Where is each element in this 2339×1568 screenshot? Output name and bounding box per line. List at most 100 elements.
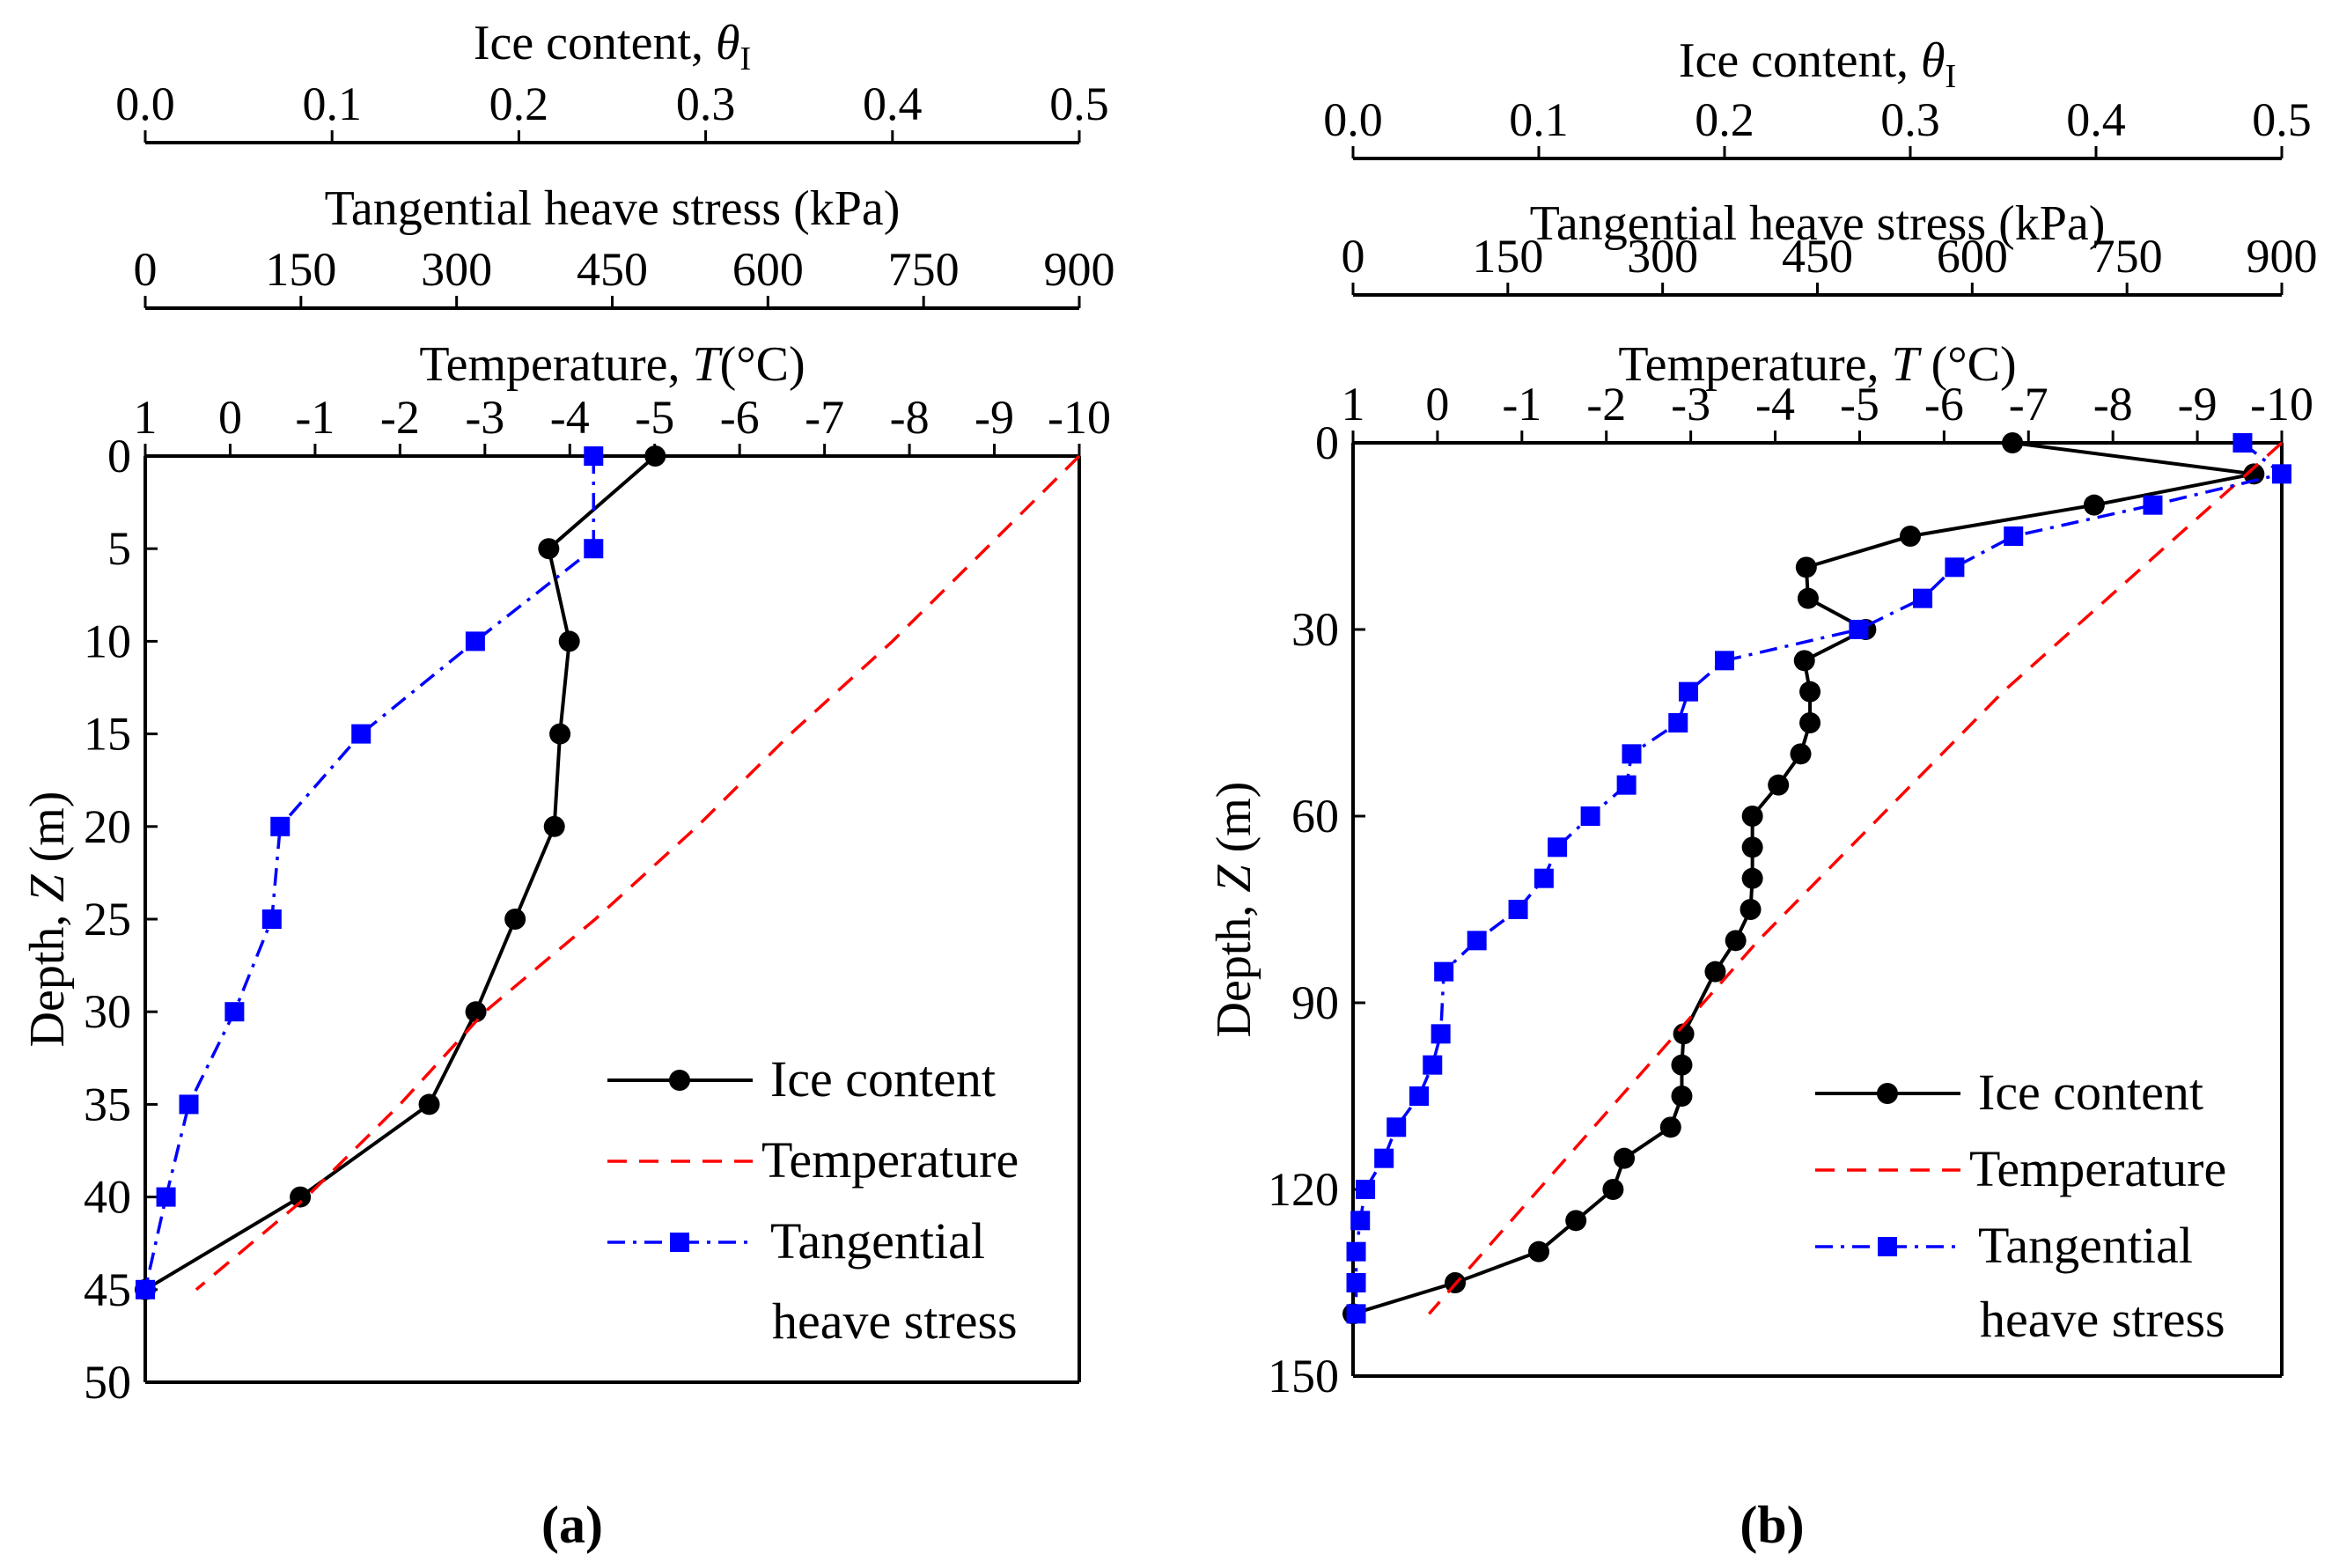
ice-content-point xyxy=(504,909,526,930)
ice-content-point xyxy=(1768,774,1790,796)
ice-content-point xyxy=(549,723,571,745)
ice-title-prefix: Ice content, xyxy=(1679,33,1921,88)
stress-point xyxy=(1849,620,1869,639)
stress-point xyxy=(136,1279,155,1299)
ice-content-point xyxy=(1900,526,1921,547)
stress-point xyxy=(1622,744,1642,764)
stress-axis-tick-label: 600 xyxy=(1937,230,2008,283)
ice-content-point xyxy=(543,815,565,837)
legend-temp-label: Temperature xyxy=(761,1131,1019,1189)
ice-content-point xyxy=(1528,1240,1549,1262)
temperature-axis-tick-label: -6 xyxy=(1924,378,1964,431)
stress-axis-tick-label: 0 xyxy=(1342,230,1365,283)
depth-tick-label: 90 xyxy=(1291,976,1339,1029)
temperature-axis-tick-label: 0 xyxy=(218,391,242,444)
stress-point xyxy=(1434,961,1454,982)
ice-content-point xyxy=(1741,867,1763,889)
depth-tick-label: 0 xyxy=(107,430,131,482)
depth-title-symbol: Z xyxy=(1207,865,1261,893)
depth-title-prefix: Depth, xyxy=(20,902,75,1048)
ice-series-line xyxy=(1352,441,2254,1316)
stress-point xyxy=(224,1002,245,1022)
ice-title-subscript: I xyxy=(740,40,752,77)
temperature-axis-tick-label: -10 xyxy=(2250,378,2313,431)
stress-axis-tick-label: 150 xyxy=(265,243,336,296)
temperature-axis-tick-label: -8 xyxy=(2093,378,2133,431)
depth-title-prefix: Depth, xyxy=(1207,893,1261,1038)
stress-point xyxy=(1508,900,1528,919)
ice-content-point xyxy=(1799,681,1821,703)
ice-content-axis-tick-label: 0.5 xyxy=(2252,93,2312,146)
stress-point xyxy=(1374,1148,1394,1168)
ice-content-axis-tick-label: 0.1 xyxy=(1509,93,1569,146)
depth-tick-label: 25 xyxy=(84,893,131,946)
ice-content-title: Ice content, θI xyxy=(474,16,751,77)
temp-title-symbol: T xyxy=(692,337,723,392)
temperature-title: Temperature, T(°C) xyxy=(419,337,805,392)
ice-content-point xyxy=(1614,1147,1636,1169)
depth-tick-label: 40 xyxy=(84,1171,131,1224)
depth-title-symbol: Z xyxy=(20,874,75,902)
stress-point xyxy=(1913,588,1933,608)
depth-tick-label: 120 xyxy=(1268,1163,1339,1216)
temp-title-prefix: Temperature, xyxy=(1618,337,1891,392)
stress-point xyxy=(1431,1024,1451,1044)
stress-axis-tick-label: 900 xyxy=(2247,230,2318,283)
legend: Ice content Temperature Tangential heave st… xyxy=(607,1050,1019,1350)
stress-point xyxy=(351,724,371,744)
stress-point xyxy=(1715,651,1734,671)
ice-content-point xyxy=(1671,1054,1693,1076)
ice-title-symbol: θ xyxy=(716,16,740,70)
stress-point xyxy=(156,1187,176,1207)
ice-content-point xyxy=(644,445,666,467)
temperature-axis-tick-label: -3 xyxy=(1671,378,1710,431)
stress-axis-tick-label: 600 xyxy=(732,243,804,296)
depth-tick-label: 150 xyxy=(1268,1350,1339,1402)
temperature-axis-tick-label: -10 xyxy=(1048,391,1111,444)
stress-axis-tick-label: 300 xyxy=(1627,230,1698,283)
temperature-axis-tick-label: -2 xyxy=(1586,378,1626,431)
ice-content-axis-tick-label: 0.0 xyxy=(115,77,175,130)
temperature-axis-tick-label: -5 xyxy=(1840,378,1879,431)
ice-content-point xyxy=(1799,712,1821,733)
stress-series-line xyxy=(143,456,596,1291)
stress-point xyxy=(1346,1241,1366,1262)
stress-point xyxy=(1668,713,1688,732)
legend-stress-label-1: Tangential xyxy=(1978,1217,2193,1274)
temperature-axis-tick-label: -5 xyxy=(635,391,674,444)
stress-point xyxy=(2004,526,2024,546)
ice-content-point xyxy=(465,1001,487,1023)
depth-title: Depth, Z (m) xyxy=(1207,782,1261,1038)
depth-tick-label: 30 xyxy=(84,985,131,1038)
ice-content-point xyxy=(1793,650,1815,672)
temperature-axis-tick-label: -2 xyxy=(380,391,420,444)
legend-temp-label: Temperature xyxy=(1969,1140,2226,1197)
stress-point xyxy=(261,909,282,929)
temp-title-prefix: Temperature, xyxy=(419,337,692,392)
temp-series-line xyxy=(195,454,1081,1292)
ice-content-axis-tick-label: 0.3 xyxy=(1880,93,1940,146)
stress-axis-tick-label: 150 xyxy=(1472,230,1543,283)
temperature-title: Temperature, T (°C) xyxy=(1618,337,2016,392)
ice-content-point xyxy=(1565,1210,1587,1232)
panel-label: (b) xyxy=(1740,1496,1804,1554)
stress-point xyxy=(1423,1055,1443,1075)
depth-tick-label: 30 xyxy=(1291,603,1339,656)
ice-content-point xyxy=(1790,743,1812,765)
stress-axis-tick-label: 450 xyxy=(1782,230,1853,283)
stress-point xyxy=(1534,868,1554,888)
ice-content-point xyxy=(1740,899,1762,920)
legend-ice-marker xyxy=(1877,1083,1898,1104)
depth-tick-label: 50 xyxy=(84,1356,131,1409)
stress-axis-tick-label: 750 xyxy=(888,243,960,296)
ice-content-point xyxy=(1741,836,1763,858)
legend-ice-marker xyxy=(669,1070,690,1091)
ice-content-point xyxy=(1795,556,1817,578)
ice-content-axis-tick-label: 0.0 xyxy=(1323,93,1383,146)
ice-content-axis-tick-label: 0.4 xyxy=(863,77,923,130)
ice-content-axis-tick-label: 0.2 xyxy=(1695,93,1754,146)
temperature-axis-tick-label: -8 xyxy=(890,391,930,444)
temperature-axis-tick-label: -3 xyxy=(465,391,504,444)
legend-ice-label: Ice content xyxy=(770,1050,996,1108)
